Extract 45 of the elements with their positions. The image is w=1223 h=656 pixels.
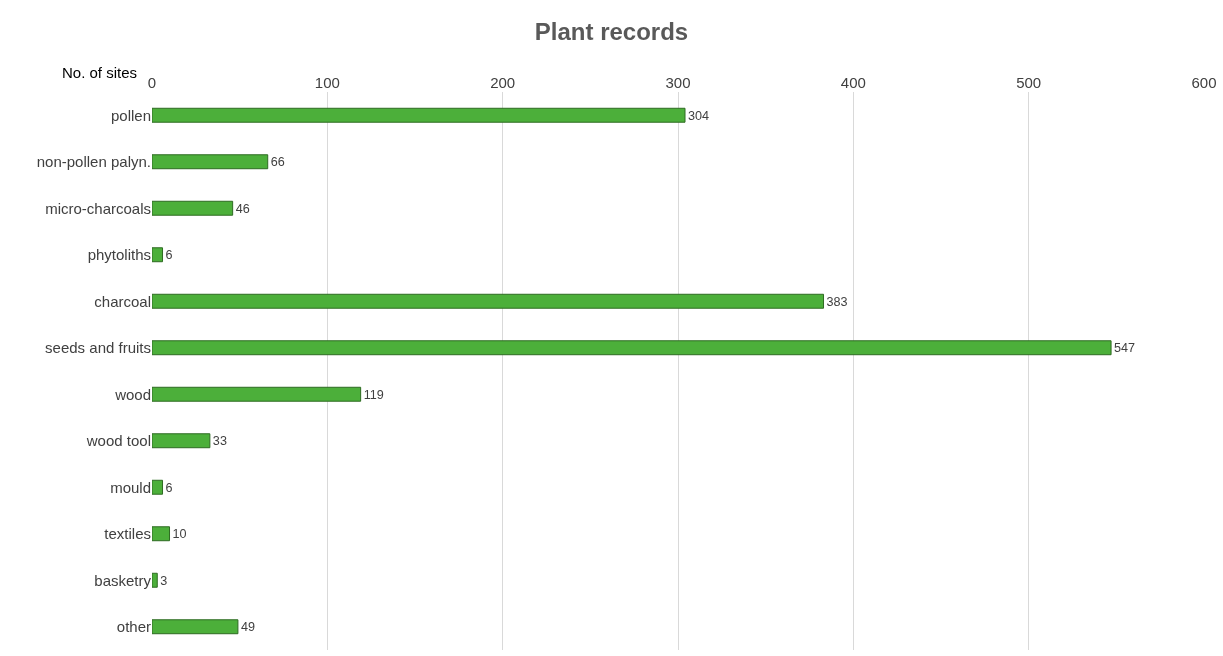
data-label: 6	[165, 480, 173, 495]
bar	[152, 526, 171, 542]
bar	[152, 572, 158, 588]
y-tick-label: other	[116, 618, 151, 635]
bar	[152, 107, 686, 123]
data-label: 3	[160, 573, 168, 588]
bar	[152, 433, 211, 449]
y-tick-label: textiles	[104, 525, 151, 542]
y-tick-label: basketry	[94, 571, 152, 589]
y-tick-label: wood	[114, 385, 151, 403]
bar	[152, 293, 825, 309]
x-tick-label: 0	[147, 74, 157, 91]
data-label: 46	[235, 201, 250, 216]
chart-title: Plant records	[534, 17, 689, 45]
bar	[152, 619, 239, 635]
x-tick-label: 200	[490, 74, 516, 91]
data-label: 547	[1114, 341, 1136, 356]
data-label: 66	[270, 155, 285, 170]
y-tick-label: phytoliths	[87, 246, 151, 263]
y-tick-label: pollen	[110, 106, 151, 124]
data-label: 49	[240, 620, 255, 635]
x-tick-label: 100	[314, 74, 340, 91]
bar	[152, 340, 1112, 356]
y-tick-label: seeds and fruits	[45, 339, 151, 356]
bar	[152, 479, 164, 495]
data-label: 304	[688, 108, 710, 123]
bar	[152, 247, 164, 263]
data-label: 6	[165, 248, 173, 263]
x-tick-label: 500	[1016, 74, 1042, 91]
x-tick-label: 300	[665, 74, 691, 91]
bar	[152, 154, 269, 170]
x-tick-label: 600	[1191, 74, 1217, 91]
y-tick-label: wood tool	[85, 432, 151, 449]
data-label: 119	[363, 387, 384, 402]
x-axis-title: No. of sites	[62, 64, 138, 81]
data-label: 33	[212, 434, 227, 449]
data-label: 383	[826, 294, 848, 309]
x-tick-label: 400	[840, 74, 866, 91]
y-tick-label: micro-charcoals	[45, 199, 151, 217]
y-tick-label: charcoal	[94, 292, 151, 310]
bar	[152, 386, 362, 402]
y-tick-label: mould	[110, 478, 151, 496]
y-tick-label: non-pollen palyn.	[36, 153, 151, 170]
data-label: 10	[172, 527, 187, 542]
bar	[152, 200, 234, 216]
